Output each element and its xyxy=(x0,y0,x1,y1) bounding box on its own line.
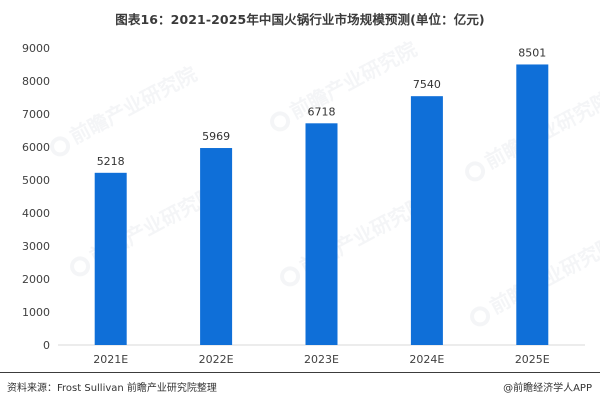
y-tick-label: 6000 xyxy=(22,141,50,154)
x-tick-label: 2024E xyxy=(409,353,444,366)
bar-chart: 0 1000 2000 3000 4000 5000 6000 7000 8000 9000 521… xyxy=(22,42,585,366)
x-tick-label: 2021E xyxy=(93,353,128,366)
bar-value-label: 7540 xyxy=(413,78,441,91)
y-tick-label: 3000 xyxy=(22,240,50,253)
credit-note: @前瞻经济学人APP xyxy=(503,383,592,394)
y-tick-label: 8000 xyxy=(22,75,50,88)
source-note: 资料来源：Frost Sullivan 前瞻产业研究院整理 xyxy=(7,383,217,394)
y-tick-label: 1000 xyxy=(22,306,50,319)
x-tick-label: 2025E xyxy=(515,353,550,366)
bar-value-label: 8501 xyxy=(518,46,546,59)
bar xyxy=(200,148,233,345)
y-tick-label: 2000 xyxy=(22,273,50,286)
y-tick-label: 0 xyxy=(43,339,50,352)
bar xyxy=(410,96,443,346)
chart-title: 图表16：2021-2025年中国火锅行业市场规模预测(单位：亿元) xyxy=(115,12,485,27)
y-tick-label: 7000 xyxy=(22,108,50,121)
y-tick-label: 5000 xyxy=(22,174,50,187)
bar xyxy=(305,123,338,345)
footer-divider xyxy=(0,372,600,373)
x-tick-label: 2023E xyxy=(304,353,339,366)
bar-value-label: 5969 xyxy=(202,130,230,143)
x-tick-label: 2022E xyxy=(199,353,234,366)
y-tick-label: 4000 xyxy=(22,207,50,220)
bar-value-label: 5218 xyxy=(97,155,125,168)
bar xyxy=(94,172,127,345)
bar-value-label: 6718 xyxy=(308,105,336,118)
y-tick-label: 9000 xyxy=(22,42,50,55)
bar xyxy=(516,64,549,345)
